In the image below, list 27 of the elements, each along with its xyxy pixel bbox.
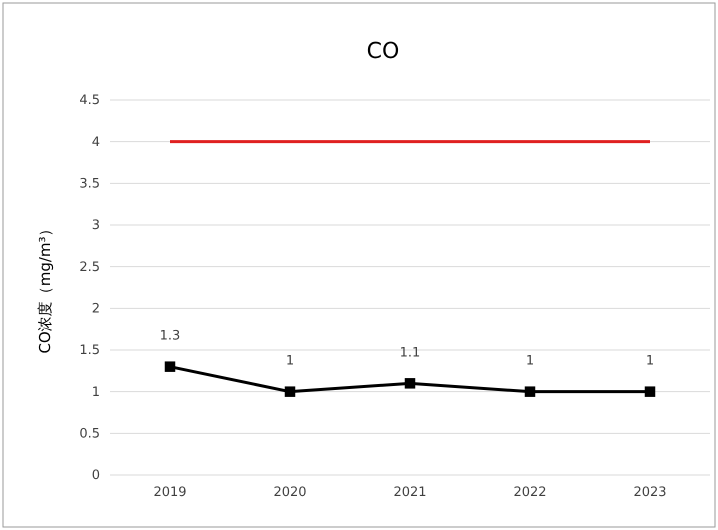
chart-title: CO (366, 39, 400, 64)
y-tick-label: 0 (92, 468, 100, 484)
data-label: 1 (646, 354, 654, 369)
y-tick-label: 3.5 (79, 176, 100, 192)
y-tick-label: 0.5 (79, 426, 100, 442)
y-axis-title: CO浓度（mg/m³） (36, 221, 54, 354)
x-tick-label: 2023 (633, 485, 667, 500)
y-tick-label: 1.5 (79, 343, 100, 358)
y-tick-label: 4 (92, 134, 100, 150)
y-tick-label: 1 (92, 384, 100, 400)
point (524, 386, 536, 397)
data-label: 1.1 (400, 345, 420, 360)
y-tick-label: 4.5 (79, 93, 100, 108)
x-tick-label: 2022 (513, 485, 547, 500)
y-tick-label: 2.5 (79, 260, 100, 275)
data-label: 1.3 (160, 328, 180, 344)
data-label: 1 (526, 354, 534, 369)
y-tick-label: 2 (92, 301, 100, 316)
point (284, 386, 296, 397)
point (644, 386, 656, 397)
data-label: 1 (286, 354, 294, 369)
point (404, 378, 416, 389)
y-tick-label: 3 (92, 218, 100, 234)
x-tick-label: 2021 (393, 485, 427, 500)
x-tick-label: 2020 (273, 485, 307, 500)
point (164, 361, 176, 372)
x-tick-label: 2019 (153, 485, 187, 500)
